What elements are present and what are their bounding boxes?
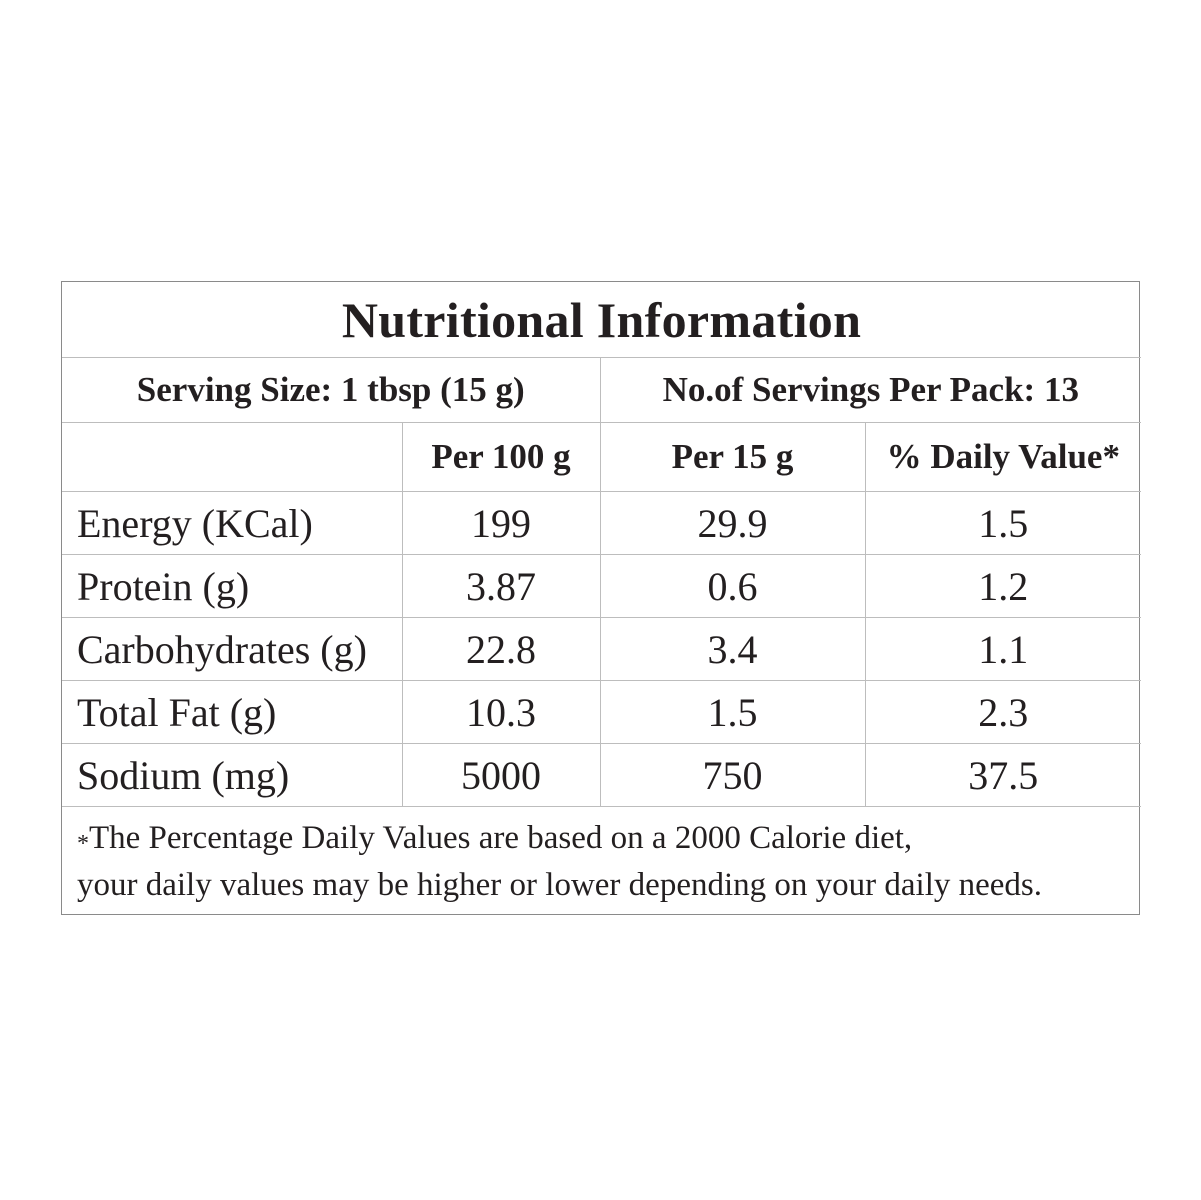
footnote-line-2: your daily values may be higher or lower… xyxy=(77,867,1042,903)
servings-per-pack: No.of Servings Per Pack: 13 xyxy=(599,357,1142,423)
footnote-line-1: *The Percentage Daily Values are based o… xyxy=(77,815,1141,862)
column-header-blank xyxy=(62,422,403,492)
nutrient-label: Energy (KCal) xyxy=(62,491,403,555)
nutrient-label: Total Fat (g) xyxy=(62,680,403,744)
value-per15: 750 xyxy=(599,743,866,807)
serving-row: Serving Size: 1 tbsp (15 g) No.of Servin… xyxy=(62,357,1142,423)
table-title: Nutritional Information xyxy=(62,282,1142,358)
table-row: Energy (KCal) 199 29.9 1.5 xyxy=(62,491,1142,555)
value-per100: 199 xyxy=(401,491,601,555)
column-header-daily-value: % Daily Value* xyxy=(864,422,1142,492)
value-per100: 10.3 xyxy=(401,680,601,744)
table-row: Protein (g) 3.87 0.6 1.2 xyxy=(62,554,1142,618)
serving-size: Serving Size: 1 tbsp (15 g) xyxy=(62,357,601,423)
table-row: Sodium (mg) 5000 750 37.5 xyxy=(62,743,1142,807)
footnote-row: *The Percentage Daily Values are based o… xyxy=(62,806,1142,917)
value-daily: 1.5 xyxy=(864,491,1142,555)
value-per100: 3.87 xyxy=(401,554,601,618)
value-daily: 1.2 xyxy=(864,554,1142,618)
footnote: *The Percentage Daily Values are based o… xyxy=(62,806,1142,917)
nutrition-panel: Nutritional Information Serving Size: 1 … xyxy=(61,281,1142,917)
value-per100: 5000 xyxy=(401,743,601,807)
value-daily: 2.3 xyxy=(864,680,1142,744)
footnote-asterisk: * xyxy=(77,831,89,857)
column-header-row: Per 100 g Per 15 g % Daily Value* xyxy=(62,422,1142,492)
footnote-text-1: The Percentage Daily Values are based on… xyxy=(89,820,913,856)
nutrient-label: Protein (g) xyxy=(62,554,403,618)
column-header-per15: Per 15 g xyxy=(599,422,866,492)
value-per100: 22.8 xyxy=(401,617,601,681)
nutrition-table: Nutritional Information Serving Size: 1 … xyxy=(62,282,1142,917)
table-row: Total Fat (g) 10.3 1.5 2.3 xyxy=(62,680,1142,744)
value-daily: 1.1 xyxy=(864,617,1142,681)
nutrient-label: Carbohydrates (g) xyxy=(62,617,403,681)
value-per15: 1.5 xyxy=(599,680,866,744)
nutrient-label: Sodium (mg) xyxy=(62,743,403,807)
value-per15: 0.6 xyxy=(599,554,866,618)
value-per15: 3.4 xyxy=(599,617,866,681)
title-row: Nutritional Information xyxy=(62,282,1142,358)
column-header-per100: Per 100 g xyxy=(401,422,601,492)
value-daily: 37.5 xyxy=(864,743,1142,807)
value-per15: 29.9 xyxy=(599,491,866,555)
table-row: Carbohydrates (g) 22.8 3.4 1.1 xyxy=(62,617,1142,681)
